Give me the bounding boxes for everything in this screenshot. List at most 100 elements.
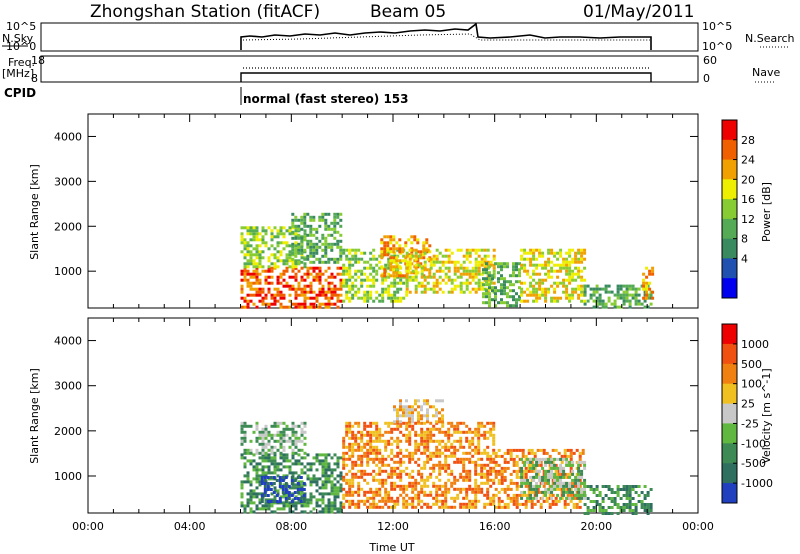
- echo-cell: [354, 257, 358, 261]
- echo-cell: [553, 251, 557, 255]
- echo-cell: [568, 299, 572, 303]
- echo-cell: [299, 500, 303, 503]
- echo-cell: [380, 247, 384, 251]
- echo-cell: [580, 260, 584, 264]
- echo-cell: [351, 490, 355, 494]
- echo-cell: [345, 278, 349, 282]
- echo-cell: [294, 305, 298, 309]
- echo-cell: [396, 427, 400, 431]
- echo-cell: [306, 257, 310, 261]
- echo-cell: [252, 468, 256, 472]
- echo-cell: [333, 224, 337, 228]
- echo-cell: [399, 487, 403, 491]
- echo-cell: [288, 436, 292, 440]
- echo-cell: [291, 248, 295, 252]
- echo-cell: [622, 494, 626, 497]
- echo-cell: [243, 265, 247, 269]
- echo-cell: [429, 505, 433, 509]
- echo-cell: [315, 257, 319, 261]
- echo-cell: [468, 272, 472, 276]
- echo-cell: [387, 439, 391, 443]
- echo-cell: [318, 269, 322, 273]
- echo-cell: [492, 281, 496, 285]
- echo-cell: [327, 290, 331, 294]
- echo-cell: [240, 424, 244, 428]
- echo-cell: [402, 433, 406, 437]
- echo-cell: [288, 293, 292, 297]
- echo-cell: [240, 250, 244, 254]
- echo-cell: [249, 244, 253, 248]
- echo-cell: [651, 290, 655, 294]
- echo-cell: [485, 301, 488, 305]
- echo-cell: [327, 284, 331, 288]
- echo-cell: [619, 497, 623, 500]
- echo-cell: [482, 295, 485, 299]
- echo-cell: [559, 478, 563, 482]
- echo-cell: [544, 475, 548, 479]
- echo-cell: [645, 290, 649, 294]
- echo-cell: [420, 439, 424, 443]
- echo-cell: [327, 492, 331, 496]
- echo-cell: [375, 463, 379, 467]
- echo-cell: [312, 233, 316, 237]
- echo-cell: [583, 293, 587, 297]
- echo-cell: [482, 301, 485, 305]
- echo-cell: [348, 484, 352, 488]
- echo-cell: [252, 489, 256, 493]
- echo-cell: [396, 436, 400, 440]
- echo-cell: [405, 405, 408, 409]
- echo-cell: [378, 466, 382, 470]
- echo-cell: [518, 280, 521, 284]
- echo-cell: [258, 501, 262, 505]
- echo-cell: [411, 424, 415, 428]
- echo-cell: [302, 497, 306, 500]
- echo-cell: [518, 502, 522, 506]
- echo-cell: [456, 266, 460, 270]
- echo-cell: [387, 493, 391, 497]
- echo-cell: [538, 475, 542, 479]
- echo-cell: [441, 493, 445, 497]
- echo-cell: [489, 430, 493, 434]
- echo-cell: [363, 502, 367, 506]
- echo-cell: [538, 248, 542, 252]
- echo-cell: [544, 463, 548, 467]
- echo-cell: [258, 299, 262, 303]
- echo-cell: [444, 281, 448, 285]
- echo-cell: [381, 478, 385, 482]
- echo-cell: [566, 454, 570, 458]
- echo-cell: [444, 481, 448, 485]
- echo-cell: [411, 254, 415, 258]
- echo-cell: [240, 480, 244, 484]
- echo-cell: [324, 245, 328, 249]
- echo-cell: [321, 465, 325, 469]
- echo-cell: [408, 248, 412, 252]
- echo-cell: [538, 263, 542, 267]
- echo-cell: [494, 472, 498, 476]
- echo-cell: [252, 275, 256, 279]
- echo-cell: [324, 221, 328, 225]
- echo-cell: [378, 266, 382, 270]
- echo-cell: [273, 424, 277, 428]
- echo-cell: [405, 266, 409, 270]
- echo-cell: [306, 504, 310, 508]
- echo-cell: [480, 457, 484, 461]
- echo-cell: [553, 481, 557, 485]
- echo-cell: [497, 505, 501, 509]
- echo-cell: [363, 299, 367, 303]
- echo-cell: [544, 290, 548, 294]
- echo-cell: [372, 478, 376, 482]
- echo-cell: [524, 472, 528, 476]
- echo-cell: [554, 502, 558, 506]
- echo-cell: [598, 302, 602, 306]
- echo-cell: [527, 469, 531, 473]
- echo-cell: [297, 462, 301, 466]
- echo-cell: [539, 505, 543, 509]
- echo-cell: [366, 430, 370, 434]
- echo-cell: [348, 278, 352, 282]
- echo-cell: [398, 250, 402, 254]
- echo-cell: [327, 281, 331, 285]
- echo-cell: [342, 272, 346, 276]
- echo-cell: [462, 451, 466, 455]
- echo-cell: [536, 499, 540, 503]
